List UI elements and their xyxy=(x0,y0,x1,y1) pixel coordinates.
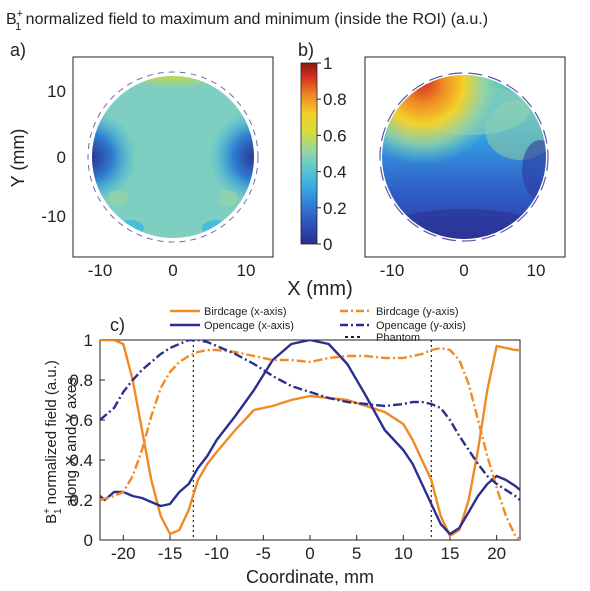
map-xtick: 10 xyxy=(237,261,256,280)
y-tick-label: 0.2 xyxy=(69,491,93,510)
y-tick-label: 0.8 xyxy=(69,371,93,390)
legend-label-opencage-y: Opencage (y-axis) xyxy=(376,320,466,332)
series-line-0 xyxy=(100,340,520,538)
series-line-2 xyxy=(100,346,520,540)
line-chart-frame xyxy=(99,339,521,541)
map-ytick: 10 xyxy=(47,82,66,101)
y-tick-label: 0 xyxy=(84,531,93,550)
legend-label-opencage-x: Opencage (x-axis) xyxy=(204,320,294,332)
y-tick-label: 0.6 xyxy=(69,411,93,430)
colorbar-tick-label: 0.2 xyxy=(323,199,347,218)
map-xtick: 10 xyxy=(527,261,546,280)
panel-label-a: a) xyxy=(10,40,26,60)
legend-label-phantom: Phantom xyxy=(376,332,420,344)
legend: Birdcage (x-axis) Opencage (x-axis) Bird… xyxy=(170,306,466,344)
x-tick-label: 15 xyxy=(441,544,460,563)
colorbar-tick-label: 1 xyxy=(323,54,332,73)
heatmap-b-frame xyxy=(364,56,566,258)
line-chart-ylabel: B+1 normalized field (a.u.) xyxy=(42,360,64,524)
colorbar-tick-label: 0.6 xyxy=(323,126,347,145)
x-tick-label: -5 xyxy=(256,544,271,563)
line-chart-c: -20 -15 -10 -5 0 5 10 15 20 0 0.2 0.4 0.6 0.8 1 xyxy=(69,331,521,563)
x-tick-label: -10 xyxy=(204,544,229,563)
map-xtick: -10 xyxy=(380,261,405,280)
x-tick-label: 5 xyxy=(352,544,361,563)
line-chart-ticks: -20 -15 -10 -5 0 5 10 15 20 0 0.2 0.4 0.6 0.8 1 xyxy=(69,331,506,563)
line-chart-xlabel: Coordinate, mm xyxy=(246,567,374,587)
legend-label-birdcage-y: Birdcage (y-axis) xyxy=(376,306,459,318)
map-xtick: 0 xyxy=(168,261,177,280)
heatmap-b xyxy=(364,56,566,258)
line-chart-ylabel-line2: along X and Y axes xyxy=(63,377,80,507)
map-axes: Y (mm) X (mm) xyxy=(8,129,353,300)
line-series xyxy=(100,340,520,540)
y-tick-label: 0.4 xyxy=(69,451,93,470)
map-xtick: -10 xyxy=(88,261,113,280)
panel-label-b: b) xyxy=(298,40,314,60)
colorbar-tick-label: 0.4 xyxy=(323,163,347,182)
heatmap-b-top-high xyxy=(382,75,546,239)
colorbar-ticks: 1 0.8 0.6 0.4 0.2 0 xyxy=(317,54,347,254)
colorbar-tick-label: 0 xyxy=(323,235,332,254)
colorbar: 1 0.8 0.6 0.4 0.2 0 xyxy=(300,54,347,254)
map-xlabel: X (mm) xyxy=(287,278,353,300)
heatmap-a xyxy=(72,56,274,258)
map-ticks: -10 -10 0 0 10 10 10 0 -10 xyxy=(41,82,545,280)
heatmap-a-frame xyxy=(72,56,274,258)
figure-title: B+ 1 normalized field to maximum and mini… xyxy=(6,8,488,33)
colorbar-tick-label: 0.8 xyxy=(323,90,347,109)
x-tick-label: -20 xyxy=(111,544,136,563)
map-ytick: -10 xyxy=(41,207,66,226)
x-tick-label: 10 xyxy=(394,544,413,563)
heatmap-a-top-high xyxy=(92,76,254,130)
y-tick-label: 1 xyxy=(84,331,93,350)
colorbar-gradient xyxy=(300,62,318,245)
map-ytick: 0 xyxy=(57,148,66,167)
x-tick-label: 0 xyxy=(305,544,314,563)
map-ylabel: Y (mm) xyxy=(8,129,28,188)
panel-label-c: c) xyxy=(110,315,125,335)
x-tick-label: -15 xyxy=(158,544,183,563)
legend-label-birdcage-x: Birdcage (x-axis) xyxy=(204,306,287,318)
map-xtick: 0 xyxy=(459,261,468,280)
series-line-3 xyxy=(100,340,520,501)
x-tick-label: 20 xyxy=(487,544,506,563)
series-line-1 xyxy=(100,340,520,536)
